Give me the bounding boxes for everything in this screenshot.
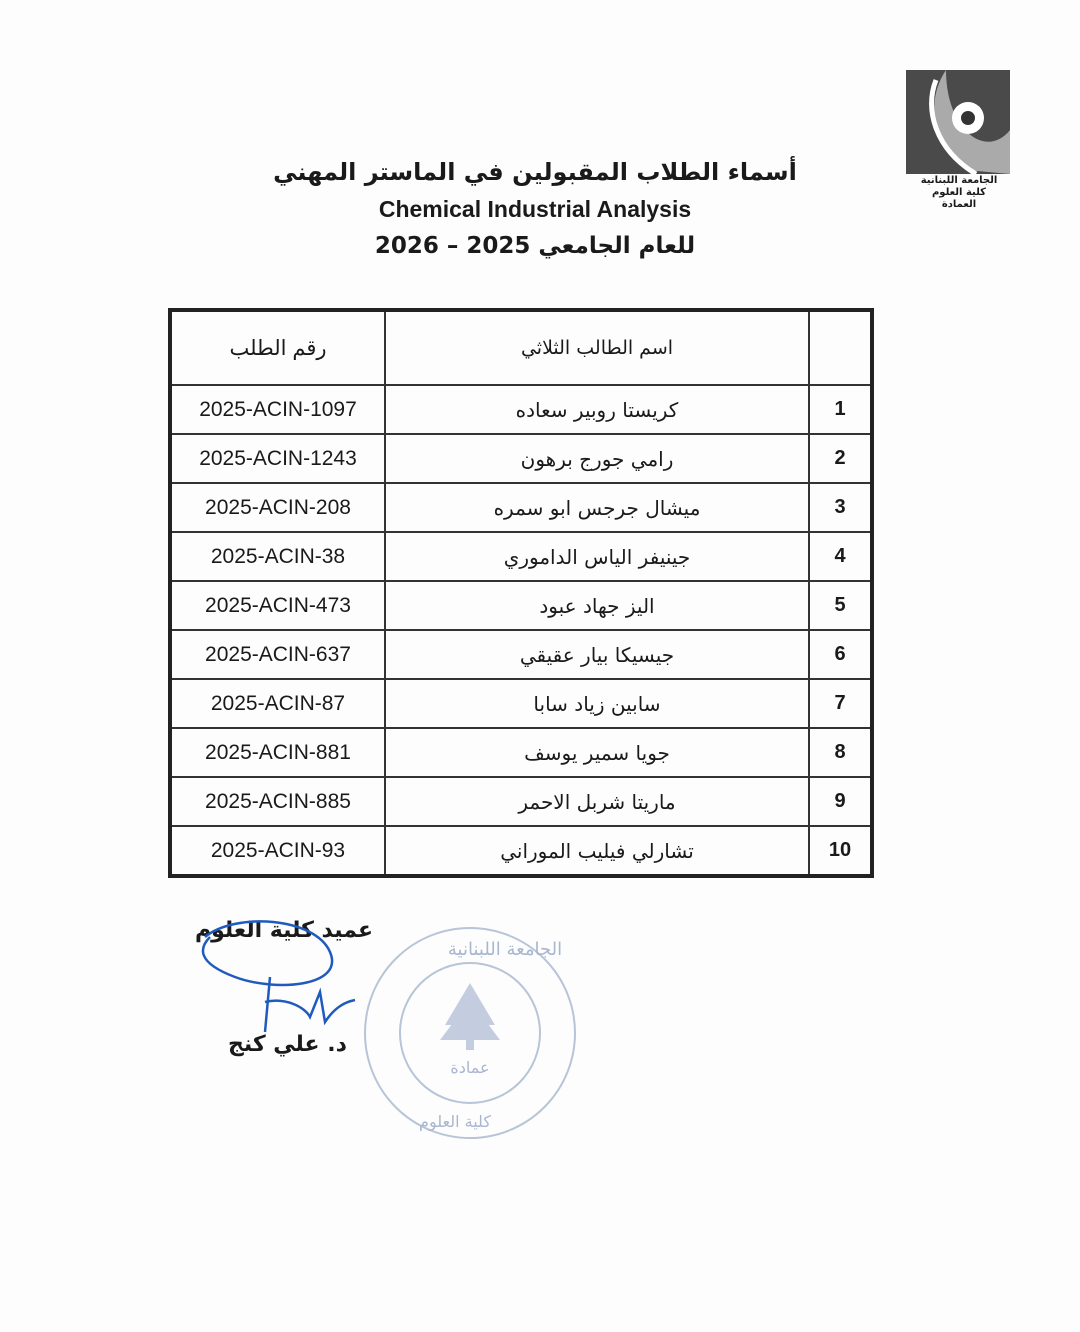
request-number: 2025-ACIN-637 <box>169 629 386 680</box>
stamp-top-text: الجامعة اللبنانية <box>448 939 562 960</box>
table-row: 2025-ACIN-87 سابين زياد سابا 7 <box>169 678 873 729</box>
student-name: سابين زياد سابا <box>384 678 810 729</box>
student-name: رامي جورج برهون <box>384 433 810 484</box>
academic-year: للعام الجامعي 2025 – 2026 <box>374 233 696 259</box>
row-index: 10 <box>808 825 873 877</box>
students-table: رقم الطلب اسم الطالب الثلاثي 2025-ACIN-1… <box>168 308 874 878</box>
logo-caption: الجامعة اللبنانية كلية العلوم العمادة <box>920 175 998 210</box>
row-index: 8 <box>808 727 873 778</box>
signatory-title: عميد كلية العلوم <box>195 918 373 943</box>
university-logo <box>906 70 1010 174</box>
student-name: جينيفر الياس الداموري <box>384 531 810 582</box>
table-row: 2025-ACIN-885 ماريتا شربل الاحمر 9 <box>169 776 873 827</box>
request-number: 2025-ACIN-473 <box>169 580 386 631</box>
request-number: 2025-ACIN-87 <box>169 678 386 729</box>
header-request-number: رقم الطلب <box>169 309 386 386</box>
header-index <box>808 309 873 386</box>
student-name: ماريتا شربل الاحمر <box>384 776 810 827</box>
header-student-name: اسم الطالب الثلاثي <box>384 309 810 386</box>
table-row: 2025-ACIN-208 ميشال جرجس ابو سمره 3 <box>169 482 873 533</box>
student-name: ميشال جرجس ابو سمره <box>384 482 810 533</box>
request-number: 2025-ACIN-881 <box>169 727 386 778</box>
request-number: 2025-ACIN-1097 <box>169 384 386 435</box>
row-index: 4 <box>808 531 873 582</box>
row-index: 6 <box>808 629 873 680</box>
document-title: أسماء الطلاب المقبولين في الماستر المهني <box>273 158 797 186</box>
row-index: 7 <box>808 678 873 729</box>
request-number: 2025-ACIN-93 <box>169 825 386 877</box>
student-name: جيسيكا بيار عقيقي <box>384 629 810 680</box>
table-row: 2025-ACIN-473 اليز جهاد عبود 5 <box>169 580 873 631</box>
stamp-bottom-text: كلية العلوم <box>419 1112 491 1132</box>
request-number: 2025-ACIN-208 <box>169 482 386 533</box>
student-name: جويا سمير يوسف <box>384 727 810 778</box>
table-row: 2025-ACIN-637 جيسيكا بيار عقيقي 6 <box>169 629 873 680</box>
program-name: Chemical Industrial Analysis <box>378 196 692 222</box>
table-row: 2025-ACIN-93 تشارلي فيليب الموراني 10 <box>169 825 873 877</box>
table-row: 2025-ACIN-1097 كريستا روبير سعاده 1 <box>169 384 873 435</box>
table-header-row: رقم الطلب اسم الطالب الثلاثي <box>169 309 873 386</box>
official-stamp: عمادة الجامعة اللبنانية كلية العلوم <box>364 927 576 1139</box>
table-row: 2025-ACIN-1243 رامي جورج برهون 2 <box>169 433 873 484</box>
row-index: 5 <box>808 580 873 631</box>
request-number: 2025-ACIN-1243 <box>169 433 386 484</box>
request-number: 2025-ACIN-885 <box>169 776 386 827</box>
stamp-center-text: عمادة <box>450 1058 489 1077</box>
table-row: 2025-ACIN-38 جينيفر الياس الداموري 4 <box>169 531 873 582</box>
student-name: كريستا روبير سعاده <box>384 384 810 435</box>
row-index: 1 <box>808 384 873 435</box>
student-name: تشارلي فيليب الموراني <box>384 825 810 877</box>
row-index: 3 <box>808 482 873 533</box>
signatory-name: د. علي كنج <box>228 1032 347 1057</box>
student-name: اليز جهاد عبود <box>384 580 810 631</box>
row-index: 9 <box>808 776 873 827</box>
request-number: 2025-ACIN-38 <box>169 531 386 582</box>
handwritten-signature <box>201 920 356 1033</box>
row-index: 2 <box>808 433 873 484</box>
table-row: 2025-ACIN-881 جويا سمير يوسف 8 <box>169 727 873 778</box>
